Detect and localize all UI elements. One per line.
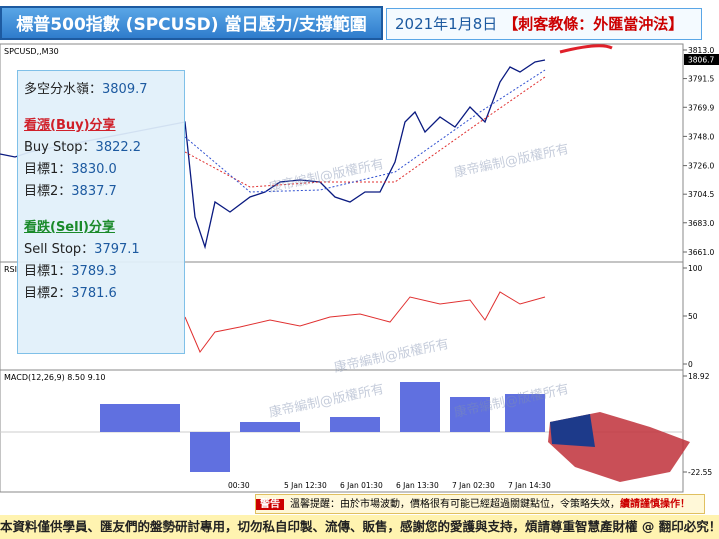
date-box: 2021年1月8日 【刺客教條：外匯當沖法】 [386,8,702,40]
current-price-box [684,54,719,65]
arrow [559,44,613,54]
warning-emphasis: 續請謹慎操作！ [620,499,690,510]
rsi-line [184,291,546,353]
value: 3809.7 [102,82,148,97]
buy-title: 看漲(Buy)分享 [24,118,116,133]
sell-title: 看跌(Sell)分享 [24,220,115,235]
value: 3789.3 [71,264,117,279]
rsi-tick-label: 0 [688,360,693,369]
time-label: 7 Jan 14:30 [508,481,551,490]
ma-ribbon [184,76,546,188]
date: 2021年1月8日 [395,15,498,33]
time-label: 00:30 [228,481,250,490]
footer: 本資料僅供學員、匯友們的盤勢研討專用，切勿私自印製、流傳、販售，感謝您的愛護與支… [0,515,719,539]
ma-ribbon [184,69,546,193]
label: Buy Stop： [24,140,96,155]
value: 3822.2 [95,140,142,155]
title: 標普500指數 (SPCUSD) 當日壓力/支撐範圍 [0,6,383,40]
label: 多空分水嶺： [24,82,103,97]
value: 3830.0 [71,162,117,177]
label: 目標2： [24,286,72,301]
value: 3781.6 [71,286,117,301]
symbol: SPCUSD,,M30 [4,47,59,56]
macd-tick-label: -22.55 [688,468,712,477]
price-tick-label: 3683.0 [688,219,714,228]
value: 3837.7 [71,184,117,199]
course: 【刺客教條：外匯當沖法】 [503,15,684,33]
price-line [0,59,546,250]
rsi-label: RSI [4,265,17,274]
label: 目標1： [24,162,72,177]
current-price: 3806.7 [688,56,714,65]
label: Sell Stop： [24,242,95,257]
label: 目標2： [24,184,72,199]
rsi-tick-label: 100 [688,264,703,273]
label: 目標1： [24,264,72,279]
macd-tick-label: 18.92 [688,372,710,381]
warning: 警告 溫馨提醒：由於市場波動，價格很有可能已經超過關鍵點位，令策略失效，續請謹慎操… [255,494,705,514]
rsi-tick-label: 50 [688,312,698,321]
price-tick-label: 3661.0 [688,248,714,257]
time-label: 5 Jan 12:30 [284,481,327,490]
time-label: 6 Jan 13:30 [396,481,439,490]
time-label: 7 Jan 02:30 [452,481,495,490]
price-tick-label: 3769.9 [688,103,714,112]
macd-label: MACD(12,26,9) 8.50 9.10 [4,373,105,382]
us-flag-canton [550,414,595,447]
price-tick-label: 3748.0 [688,132,714,141]
warning-tag: 警告 [256,499,284,510]
price-tick-label: 3813.0 [688,46,714,55]
macd-histogram [100,382,545,472]
time-label: 6 Jan 01:30 [340,481,383,490]
price-tick-label: 3704.5 [688,190,714,199]
info-panel: 多空分水嶺：3809.7 看漲(Buy)分享 Buy Stop：3822.2 目… [17,70,185,354]
warning-text: 溫馨提醒：由於市場波動，價格很有可能已經超過關鍵點位，令策略失效， [290,499,620,510]
price-tick-label: 3791.5 [688,75,714,84]
value: 3797.1 [94,242,140,257]
price-tick-label: 3726.0 [688,162,714,171]
